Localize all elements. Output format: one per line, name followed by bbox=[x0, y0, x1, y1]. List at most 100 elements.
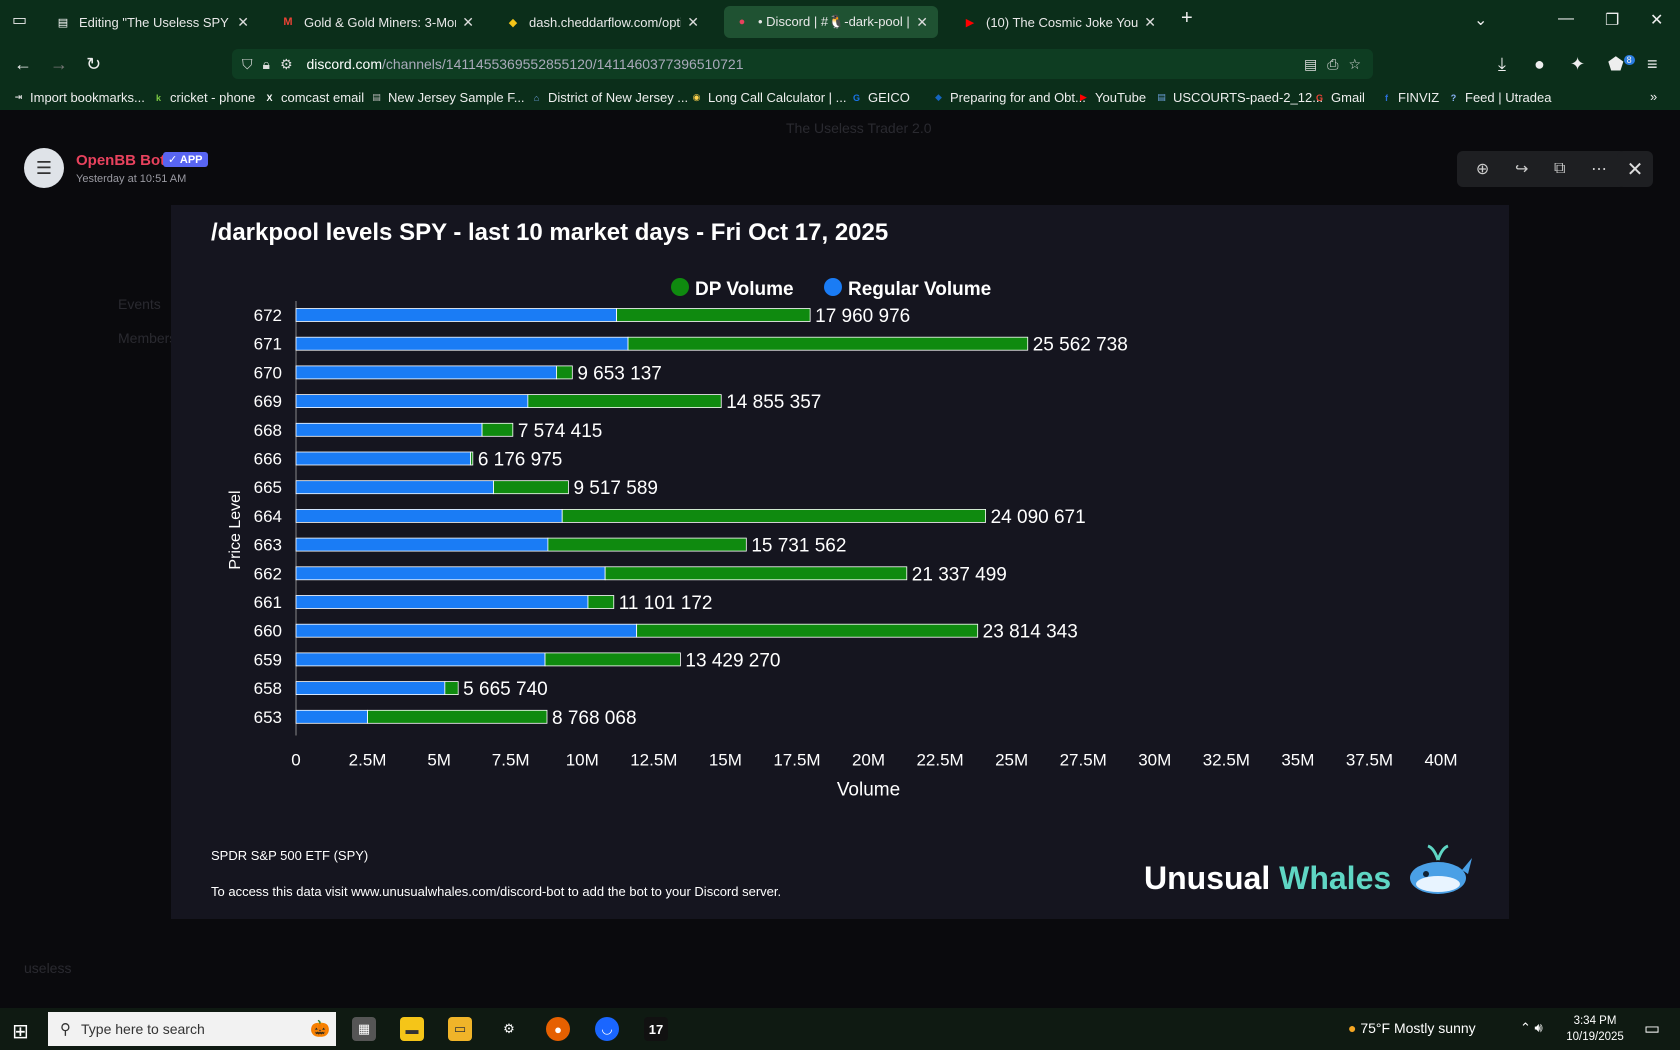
bar-regular-volume bbox=[295, 681, 446, 696]
browser-tab-1[interactable]: ▤ Editing "The Useless SPY Report ✕ bbox=[45, 6, 259, 38]
url-text[interactable]: discord.com/channels/1411455369552855120… bbox=[307, 56, 744, 72]
bookmark-label: cricket - phone bbox=[170, 90, 256, 105]
weather-text: 75°F Mostly sunny bbox=[1360, 1020, 1476, 1036]
discord-icon: ● bbox=[738, 16, 746, 28]
new-tab-button[interactable]: + bbox=[1181, 7, 1193, 29]
tab-close-icon[interactable]: ✕ bbox=[462, 13, 474, 30]
bar-dp-volume bbox=[493, 480, 569, 495]
browser-tab-5[interactable]: ▶ (10) The Cosmic Joke You S ✕ bbox=[952, 6, 1166, 38]
zoom-in-icon[interactable]: ⊕ bbox=[1475, 161, 1490, 178]
url-bar[interactable]: ⛉ 🔒︎ ⚙︎ discord.com/channels/14114553695… bbox=[232, 49, 1373, 79]
bot-avatar[interactable]: ☰ bbox=[24, 148, 64, 188]
browser-tab-4[interactable]: ● • Discord | #🐧-dark-pool | The ✕ bbox=[724, 6, 938, 38]
menu-icon[interactable]: ≡ bbox=[1647, 54, 1658, 74]
shield-icon[interactable]: ⛉ bbox=[242, 55, 253, 72]
back-button[interactable]: ← bbox=[14, 54, 32, 74]
browser-tab-3[interactable]: ◆ dash.cheddarflow.com/options- ✕ bbox=[495, 6, 709, 38]
x-tick-label: 30M bbox=[1138, 751, 1171, 770]
x-tick-label: 35M bbox=[1281, 751, 1314, 770]
taskbar-clock[interactable]: 3:34 PM 10/19/2025 bbox=[1565, 1013, 1625, 1045]
search-icon: ⚲ bbox=[60, 1021, 71, 1038]
chart-ticker-caption: SPDR S&P 500 ETF (SPY) bbox=[211, 848, 369, 863]
bookmark-item[interactable]: ⇥ Import bookmarks... bbox=[12, 90, 145, 105]
settings-app-icon[interactable]: ⚙ bbox=[503, 1021, 515, 1036]
legend-regular-label: Regular Volume bbox=[848, 279, 991, 300]
bookmark-item[interactable]: G Gmail bbox=[1313, 90, 1365, 105]
extension-notify-icon[interactable]: ⬟ 8 bbox=[1608, 54, 1635, 75]
open-external-icon[interactable]: ⧉ bbox=[1554, 160, 1566, 177]
bar-dp-volume bbox=[561, 508, 986, 523]
firefox-app-icon[interactable]: ● bbox=[546, 1017, 570, 1041]
forward-icon[interactable]: ↪ bbox=[1514, 161, 1529, 178]
save-page-icon[interactable]: ⎙ bbox=[1327, 55, 1339, 72]
tab-close-icon[interactable]: ✕ bbox=[687, 13, 699, 30]
more-bookmarks-icon[interactable]: » bbox=[1650, 89, 1658, 104]
weather-widget[interactable]: ● 75°F Mostly sunny bbox=[1348, 1020, 1476, 1036]
bar-regular-volume bbox=[295, 508, 563, 523]
brand-word-unusual: Unusual bbox=[1144, 860, 1271, 896]
y-tick-label: 668 bbox=[254, 421, 282, 440]
tab-list-chevron-icon[interactable]: ⌄ bbox=[1474, 12, 1488, 29]
notification-center-icon[interactable]: ▭ bbox=[1644, 1019, 1661, 1038]
reload-button[interactable]: ↻ bbox=[86, 54, 102, 74]
account-icon[interactable]: ● bbox=[1534, 54, 1545, 74]
bookmark-item[interactable]: ▤ USCOURTS-paed-2_12... bbox=[1155, 90, 1323, 105]
sticky-notes-app-icon[interactable]: ▬ bbox=[400, 1017, 424, 1041]
bar-total-label: 11 101 172 bbox=[619, 593, 713, 614]
system-tray[interactable]: ⌃ 🔊︎ bbox=[1520, 1020, 1543, 1035]
tab-title: dash.cheddarflow.com/options- bbox=[529, 14, 682, 30]
window-close-button[interactable]: ✕ bbox=[1650, 12, 1664, 29]
bar-dp-volume bbox=[604, 566, 908, 581]
windows-start-icon[interactable]: ⊞ bbox=[12, 1021, 29, 1043]
restore-button[interactable]: ❐ bbox=[1605, 12, 1620, 29]
downloads-icon[interactable]: ⤓ bbox=[1498, 54, 1506, 74]
bookmark-item[interactable]: ▶ YouTube bbox=[1077, 90, 1146, 105]
reader-view-icon[interactable]: ▤ bbox=[1304, 55, 1318, 72]
bookmark-item[interactable]: G GEICO bbox=[850, 90, 910, 105]
y-tick-label: 661 bbox=[254, 593, 282, 612]
bar-dp-volume bbox=[627, 336, 1029, 351]
taskbar-search-input[interactable]: ⚲ Type here to search 🎃 bbox=[48, 1012, 336, 1046]
bar-total-label: 15 731 562 bbox=[751, 536, 846, 557]
y-tick-label: 659 bbox=[254, 650, 282, 669]
site-permissions-icon[interactable]: ⚙︎ bbox=[279, 55, 293, 72]
bookmark-favicon-icon: ◉ bbox=[692, 92, 701, 102]
tab-overview-icon[interactable]: ▭ bbox=[12, 12, 28, 29]
bookmark-item[interactable]: ? Feed | Utradea bbox=[1447, 90, 1552, 105]
viewer-close-button[interactable]: ✕ bbox=[1617, 151, 1653, 187]
tab-title: • Discord | #🐧-dark-pool | The bbox=[758, 14, 910, 29]
bookmark-item[interactable]: ⌂ District of New Jersey ... bbox=[530, 90, 688, 105]
browser-tab-2[interactable]: M Gold & Gold Miners: 3-Month C ✕ bbox=[270, 6, 484, 38]
extensions-icon[interactable]: ✦ bbox=[1570, 54, 1586, 74]
bar-dp-volume bbox=[636, 623, 979, 638]
x-tick-label: 7.5M bbox=[492, 751, 530, 770]
bookmark-item[interactable]: ▤ New Jersey Sample F... bbox=[370, 90, 524, 105]
bookmark-item[interactable]: f FINVIZ bbox=[1380, 90, 1439, 105]
message-author[interactable]: OpenBB Bot bbox=[76, 152, 166, 169]
brand-word-whales: Whales bbox=[1279, 860, 1392, 896]
bookmark-star-icon[interactable]: ☆ bbox=[1348, 55, 1361, 72]
bookmark-item[interactable]: k cricket - phone bbox=[152, 90, 255, 105]
tab-close-icon[interactable]: ✕ bbox=[1144, 13, 1156, 30]
file-explorer-app-icon[interactable]: ▭ bbox=[448, 1017, 472, 1041]
webex-app-icon[interactable]: ◡ bbox=[595, 1017, 619, 1041]
forward-button[interactable]: → bbox=[50, 54, 68, 74]
bookmark-item[interactable]: ◆ Preparing for and Obt... bbox=[932, 90, 1086, 105]
bookmark-label: Import bookmarks... bbox=[30, 90, 145, 105]
bar-dp-volume bbox=[470, 451, 474, 466]
more-options-icon[interactable]: ⋯ bbox=[1591, 161, 1608, 178]
tab-close-icon[interactable]: ✕ bbox=[237, 13, 249, 30]
bookmark-favicon-icon: f bbox=[1385, 92, 1388, 103]
bar-regular-volume bbox=[295, 537, 549, 552]
calculator-app-icon[interactable]: ▦ bbox=[352, 1017, 376, 1041]
tradingview-app-icon[interactable]: 17 bbox=[644, 1017, 668, 1041]
url-domain: discord.com bbox=[306, 56, 382, 72]
minimize-button[interactable]: — bbox=[1558, 10, 1574, 27]
bookmark-item[interactable]: ◉ Long Call Calculator | ... bbox=[690, 90, 847, 105]
browser-tab-bar: ▭ ▤ Editing "The Useless SPY Report ✕ M Gold… bbox=[0, 0, 1680, 44]
y-tick-label: 658 bbox=[254, 679, 282, 698]
tab-close-icon[interactable]: ✕ bbox=[916, 13, 928, 30]
lock-icon[interactable]: 🔒︎ bbox=[262, 55, 270, 72]
